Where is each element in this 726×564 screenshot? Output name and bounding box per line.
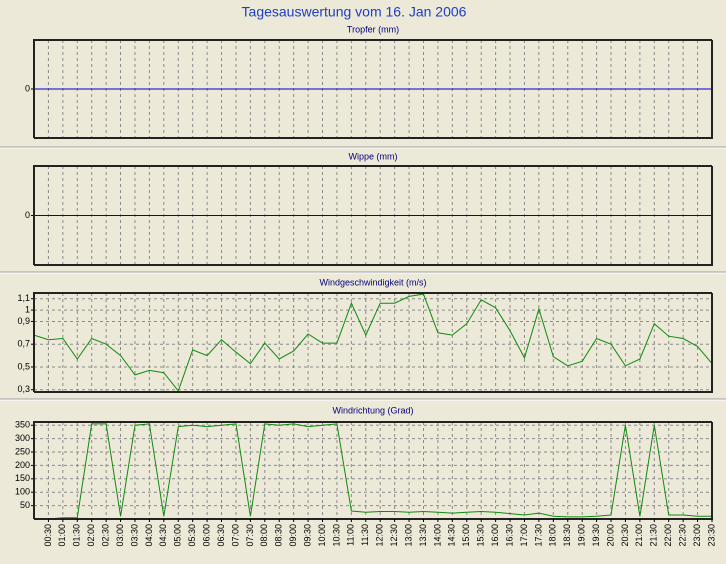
page-title: Tagesauswertung vom 16. Jan 2006 [242,4,467,20]
panel-title: Windgeschwindigkeit (m/s) [319,277,426,287]
x-tick-label: 15:30 [476,524,486,547]
x-tick-label: 19:00 [577,524,587,547]
panel-title: Wippe (mm) [349,151,398,161]
plot-frame [33,421,712,519]
x-tick-label: 18:30 [562,524,572,547]
x-tick-label: 22:00 [663,524,673,547]
x-tick-label: 08:00 [259,524,269,547]
panel-title: Windrichtung (Grad) [332,405,413,415]
y-tick-label: 350 [15,420,30,430]
x-tick-label: 15:00 [461,524,471,547]
y-tick-label: 200 [15,460,30,470]
x-tick-label: 06:30 [216,524,226,547]
x-tick-label: 12:30 [389,524,399,547]
x-tick-label: 21:30 [649,524,659,547]
x-tick-label: 18:00 [548,524,558,547]
x-tick-label: 17:30 [533,524,543,547]
x-tick-label: 05:00 [173,524,183,547]
y-tick-label: 0 [25,83,30,93]
x-tick-label: 11:00 [346,524,356,546]
x-tick-label: 05:30 [187,524,197,547]
plot-frame [33,165,712,265]
x-tick-label: 09:30 [302,524,312,547]
panel-title: Tropfer (mm) [347,24,399,34]
y-tick-label: 0,7 [17,339,30,349]
x-tick-label: 16:00 [490,524,500,547]
y-tick-label: 1,1 [17,293,30,303]
x-tick-label: 11:30 [360,524,370,546]
plot-frame-inner [34,166,713,266]
y-tick-label: 50 [20,500,30,510]
y-tick-label: 150 [15,473,30,483]
y-tick-label: 250 [15,446,30,456]
x-tick-label: 23:00 [692,524,702,547]
x-tick-label: 07:00 [230,524,240,547]
y-tick-label: 0,9 [17,316,30,326]
x-tick-label: 13:00 [403,524,413,547]
y-tick-label: 1 [25,304,30,314]
x-tick-label: 07:30 [245,524,255,547]
x-tick-label: 17:00 [519,524,529,547]
x-tick-label: 14:30 [447,524,457,547]
plot-frame [33,292,712,392]
x-tick-label: 22:30 [678,524,688,547]
data-line [34,423,712,520]
x-tick-label: 23:30 [706,524,716,547]
x-tick-label: 09:00 [288,524,298,547]
x-tick-label: 21:00 [634,524,644,547]
x-tick-label: 20:00 [605,524,615,547]
x-tick-label: 01:30 [72,524,82,547]
x-tick-label: 20:30 [620,524,630,547]
x-tick-label: 12:00 [375,524,385,547]
x-tick-label: 06:00 [201,524,211,547]
y-tick-label: 100 [15,487,30,497]
y-tick-label: 0 [25,210,30,220]
x-tick-label: 13:30 [418,524,428,547]
x-tick-label: 01:00 [57,524,67,547]
x-tick-label: 04:00 [144,524,154,547]
y-tick-label: 0,5 [17,361,30,371]
x-tick-label: 10:00 [317,524,327,547]
x-tick-label: 04:30 [158,524,168,547]
x-tick-label: 16:30 [504,524,514,547]
x-tick-label: 00:30 [43,524,53,547]
plot-frame-inner [34,40,713,139]
x-tick-label: 03:30 [129,524,139,547]
y-tick-label: 300 [15,433,30,443]
x-tick-label: 08:30 [274,524,284,547]
plot-area [34,293,712,392]
x-tick-label: 10:30 [331,524,341,547]
x-tick-label: 14:00 [432,524,442,547]
x-tick-label: 02:00 [86,524,96,547]
plot-frame-inner [34,293,713,393]
y-tick-label: 0,3 [17,384,30,394]
plot-frame [33,39,712,138]
x-tick-label: 03:00 [115,524,125,547]
x-tick-label: 02:30 [101,524,111,547]
data-line [33,293,713,392]
plot-area [34,422,712,519]
x-tick-label: 19:30 [591,524,601,547]
